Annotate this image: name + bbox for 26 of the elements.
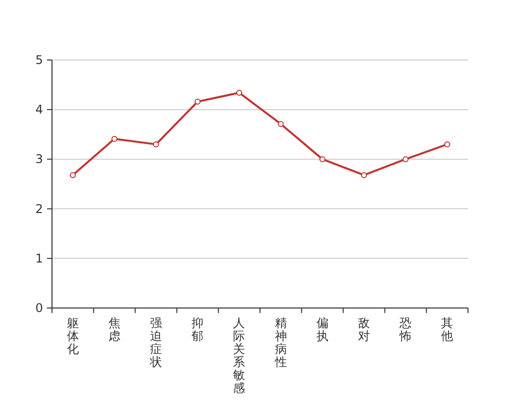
point <box>70 172 76 178</box>
y-tick-label: 5 <box>35 53 43 67</box>
y-tick-label: 4 <box>35 102 43 117</box>
x-tick-label: 抑郁 <box>192 316 204 343</box>
point <box>319 156 326 162</box>
x-tick-label: 其他 <box>441 316 454 343</box>
y-tick-label: 0 <box>35 301 43 315</box>
x-tick-label: 偏执 <box>316 316 328 343</box>
y-tick-label: 3 <box>35 152 43 166</box>
x-tick-label: 强迫症状 <box>149 316 162 369</box>
x-tick-label: 敌对 <box>358 316 370 343</box>
y-tick-label: 1 <box>35 251 43 266</box>
x-tick-label: 恐怖 <box>398 316 412 343</box>
point <box>111 136 118 142</box>
point <box>153 141 159 148</box>
point <box>402 156 409 162</box>
x-tick-label: 人际关系敏感 <box>233 316 246 395</box>
point <box>444 141 450 148</box>
x-tick-label: 躯体化 <box>66 316 79 356</box>
point <box>194 98 201 105</box>
point <box>278 120 284 127</box>
point <box>361 172 367 178</box>
point <box>236 90 242 96</box>
x-tick-label: 焦虑 <box>108 316 120 343</box>
y-tick-label: 2 <box>35 202 43 216</box>
x-tick-label: 精神病性 <box>274 316 287 369</box>
